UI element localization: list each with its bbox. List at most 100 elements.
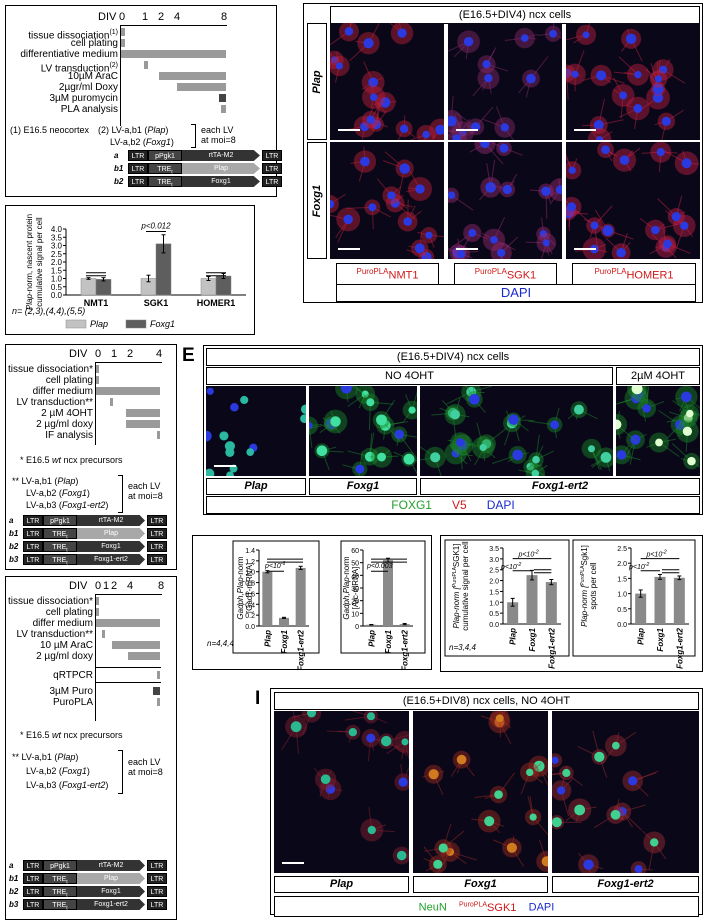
nucleus: [368, 203, 377, 212]
nucleus: [335, 62, 343, 70]
nucleus: [490, 236, 498, 244]
micrograph-image: [448, 23, 562, 140]
nucleus: [387, 191, 396, 200]
subchart-frame: [572, 539, 696, 657]
y-tick-label: 3.0: [489, 557, 499, 564]
bar: [279, 617, 289, 626]
each-lv: each LV: [128, 757, 161, 767]
ltr-element: LTR: [23, 554, 43, 565]
gantt-bar: [121, 39, 125, 47]
gene-element: rtTA-M2: [77, 515, 145, 526]
nucleus: [484, 73, 493, 83]
nucleus: [495, 714, 504, 723]
gantt-bar: [96, 365, 99, 373]
lv-construct-row: a LTR pPgk1 rtTA-M2 LTR: [9, 515, 169, 526]
x-tick-label: SGK1: [144, 298, 169, 308]
bar-foxg1: [95, 279, 112, 296]
nucleus: [631, 386, 643, 395]
note: * E16.5 wt ncx precursors: [20, 455, 123, 465]
promoter-element: pPgk1: [43, 515, 77, 526]
nucleus: [526, 768, 534, 777]
note: LV-a,b2 (Foxg1): [26, 766, 90, 776]
neurite: [671, 443, 692, 462]
ltr-element: LTR: [128, 150, 148, 161]
nucleus: [625, 33, 637, 45]
y-tick-label: 2.5: [489, 568, 499, 575]
nucleus: [542, 239, 550, 247]
neurite: [615, 731, 637, 747]
micrograph: [616, 386, 700, 476]
nucleus: [246, 448, 255, 456]
micrograph-image: [281, 711, 409, 865]
nucleus: [550, 420, 560, 430]
micrograph: [309, 386, 417, 476]
micrograph-image: [309, 386, 417, 476]
row-label-foxg1: Foxg1: [311, 184, 323, 217]
nucleus: [619, 155, 630, 165]
neurite: [493, 216, 506, 241]
construct-id: b1: [114, 164, 124, 173]
y-tick-label: 0.5: [617, 607, 627, 614]
nucleus: [682, 426, 693, 436]
gantt-bar: [96, 597, 99, 605]
nucleus: [446, 847, 455, 856]
lv-construct-row: b3 LTR TREt Foxg1-ert2 LTR: [9, 899, 169, 911]
nucleus: [468, 228, 477, 237]
nucleus: [448, 191, 456, 199]
y-tick-label: 10: [351, 611, 359, 618]
ltr-element: LTR: [262, 176, 282, 187]
panel-e-sub-no4oht: NO 4OHT: [206, 367, 613, 385]
gantt-frame: [95, 594, 162, 721]
gantt-bar: [96, 619, 160, 627]
nucleus: [348, 728, 358, 737]
neurite: [425, 134, 427, 140]
nucleus: [616, 450, 627, 460]
micrograph-image: [206, 387, 306, 476]
nucleus: [650, 838, 659, 847]
nucleus: [316, 445, 328, 457]
gene-element: Foxg1: [77, 886, 145, 897]
caption-foxg1-ert2: Foxg1-ert2: [552, 876, 699, 893]
p-value: p<0.003: [366, 563, 393, 570]
gene-element: Foxg1: [182, 176, 260, 187]
protocol-step: 10 µM AraC: [39, 640, 93, 651]
promoter-element: pPgk1: [148, 150, 182, 161]
construct-id: a: [9, 861, 14, 870]
ltr-element: LTR: [147, 899, 167, 910]
gene-element: Plap: [77, 528, 145, 539]
nucleus: [541, 186, 551, 197]
nucleus: [408, 406, 416, 414]
nucleus: [671, 212, 681, 222]
panel-e-sub-4oht: 2µM 4OHT: [616, 367, 700, 385]
nucleus: [403, 453, 415, 465]
nucleus: [360, 156, 370, 167]
ltr-element: LTR: [262, 163, 282, 174]
div-tick: 1: [103, 580, 110, 592]
lv-construct-row: b2 LTR TREt Foxg1 LTR: [114, 176, 282, 188]
y-tick-label: 0.8: [245, 581, 255, 588]
nucleus: [628, 776, 638, 786]
protocol-step: LV transduction(2): [40, 62, 118, 75]
y-tick-label: 2.5: [617, 546, 627, 553]
neurite: [448, 189, 452, 196]
y-tick-label: 0.0: [245, 624, 255, 631]
neurite: [330, 52, 335, 61]
y-tick-label: 3.5: [51, 233, 63, 242]
nucleus: [367, 825, 376, 835]
ltr-element: LTR: [23, 873, 43, 884]
x-tick-label: Plap: [509, 628, 518, 645]
nucleus: [376, 414, 387, 426]
panel-f-box: DIV 0 1 2 4 8 tissue dissociation* cell …: [5, 576, 177, 920]
panel-c-header: (E16.5+DIV4) ncx cells: [330, 6, 700, 24]
neurite: [618, 56, 639, 76]
x-tick-label: Foxg1: [384, 629, 393, 653]
gantt-bar: [121, 28, 125, 36]
y-tick-label: 0.5: [489, 611, 499, 618]
moi: at moi=8: [128, 767, 163, 777]
neurite: [594, 205, 613, 226]
nucleus: [680, 221, 689, 230]
nucleus: [651, 225, 660, 235]
micrograph-image: [566, 23, 686, 140]
nucleus: [616, 419, 622, 430]
gantt-divider: [95, 682, 161, 683]
